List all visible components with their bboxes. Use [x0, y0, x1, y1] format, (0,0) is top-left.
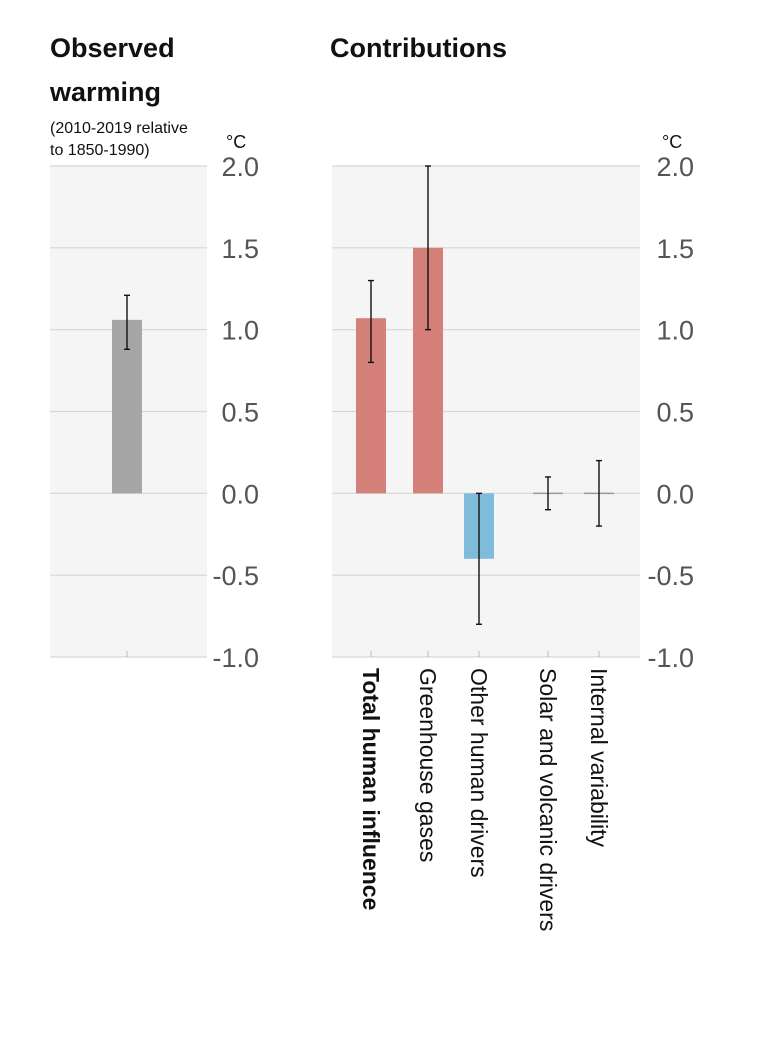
y-tick-label: -1.0 — [212, 643, 259, 673]
category-label: Greenhouse gases — [415, 668, 441, 862]
observed-unit-label: °C — [226, 132, 246, 152]
category-label: Solar and volcanic drivers — [535, 668, 561, 931]
y-tick-label: 2.0 — [656, 152, 694, 182]
observed-warming-chart: 2.0 1.5 1.0 0.5 0.0 -0.5 -1.0 — [50, 152, 259, 673]
contributions-unit-label: °C — [662, 132, 682, 152]
category-label: Other human drivers — [466, 668, 492, 878]
y-tick-label: 1.0 — [656, 316, 694, 346]
y-tick-label: -0.5 — [212, 561, 259, 591]
y-tick-label: 0.5 — [221, 398, 259, 428]
y-tick-label: 1.5 — [656, 234, 694, 264]
y-tick-label: -0.5 — [647, 561, 694, 591]
observed-subtitle-line-2: to 1850-1990) — [50, 142, 150, 159]
contributions-title: Contributions — [330, 33, 507, 63]
observed-title-line-2: warming — [49, 77, 161, 107]
y-tick-label: -1.0 — [647, 643, 694, 673]
category-label: Total human influence — [358, 668, 384, 910]
contributions-chart: 2.0 1.5 1.0 0.5 0.0 -0.5 -1.0 Total human influ… — [332, 152, 694, 931]
y-tick-label: 0.5 — [656, 398, 694, 428]
y-tick-label: 0.0 — [221, 479, 259, 509]
y-tick-label: 0.0 — [656, 479, 694, 509]
observed-title-line-1: Observed — [50, 33, 175, 63]
y-tick-label: 1.0 — [221, 316, 259, 346]
y-tick-label: 2.0 — [221, 152, 259, 182]
category-label: Internal variability — [586, 668, 612, 847]
y-tick-label: 1.5 — [221, 234, 259, 264]
observed-subtitle-line-1: (2010-2019 relative — [50, 120, 188, 137]
